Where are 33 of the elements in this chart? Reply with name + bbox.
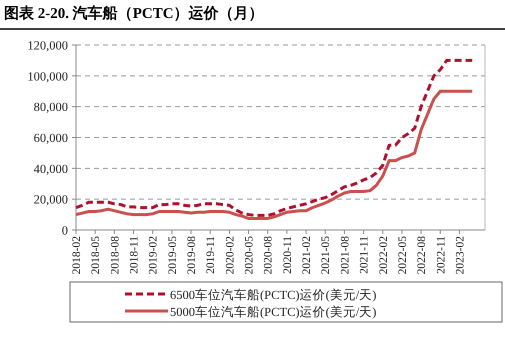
x-tick-label: 2021-11 (358, 236, 371, 274)
y-tick-label: 0 (62, 224, 68, 238)
x-tick-label: 2022-11 (435, 236, 448, 274)
line-series (74, 58, 474, 217)
x-tick-label: 2019-11 (205, 236, 218, 274)
y-tick-label: 80,000 (34, 100, 68, 114)
x-tick-label: 2018-05 (90, 236, 102, 274)
x-tick-label: 2019-08 (186, 236, 198, 274)
y-tick-label: 20,000 (34, 192, 68, 207)
legend-label: 6500车位汽车船(PCTC)运价(美元/天) (170, 287, 376, 302)
x-tick-label: 2018-02 (71, 236, 83, 274)
y-tick-label: 40,000 (34, 162, 68, 176)
x-tick-label: 2020-05 (244, 236, 256, 274)
x-tick-label: 2022-05 (396, 236, 409, 274)
x-tick-label: 2021-02 (301, 236, 314, 274)
legend-label: 5000车位汽车船(PCTC)运价(美元/天) (170, 304, 376, 319)
x-tick-label: 2021-08 (339, 236, 352, 274)
x-tick-label: 2022-02 (378, 236, 390, 274)
x-tick-label: 2019-05 (166, 236, 179, 274)
x-tick-label: 2020-11 (282, 236, 294, 274)
x-tick-label: 2018-08 (109, 236, 122, 274)
x-tick-label: 2022-08 (416, 236, 428, 274)
x-tick-label: 2018-11 (128, 236, 141, 274)
x-tick-label: 2021-05 (320, 236, 332, 274)
x-tick-label: 2020-02 (224, 236, 236, 274)
y-tick-label: 60,000 (34, 131, 68, 145)
line-series (74, 90, 474, 220)
x-tick-label: 2019-02 (148, 236, 160, 274)
x-tick-label: 2023-02 (454, 236, 466, 274)
y-tick-label: 120,000 (27, 38, 68, 52)
x-tick-label: 2020-08 (262, 236, 275, 274)
y-tick-label: 100,000 (27, 69, 68, 84)
chart-title: 图表 2-20. 汽车船（PCTC）运价（月） (4, 4, 264, 22)
